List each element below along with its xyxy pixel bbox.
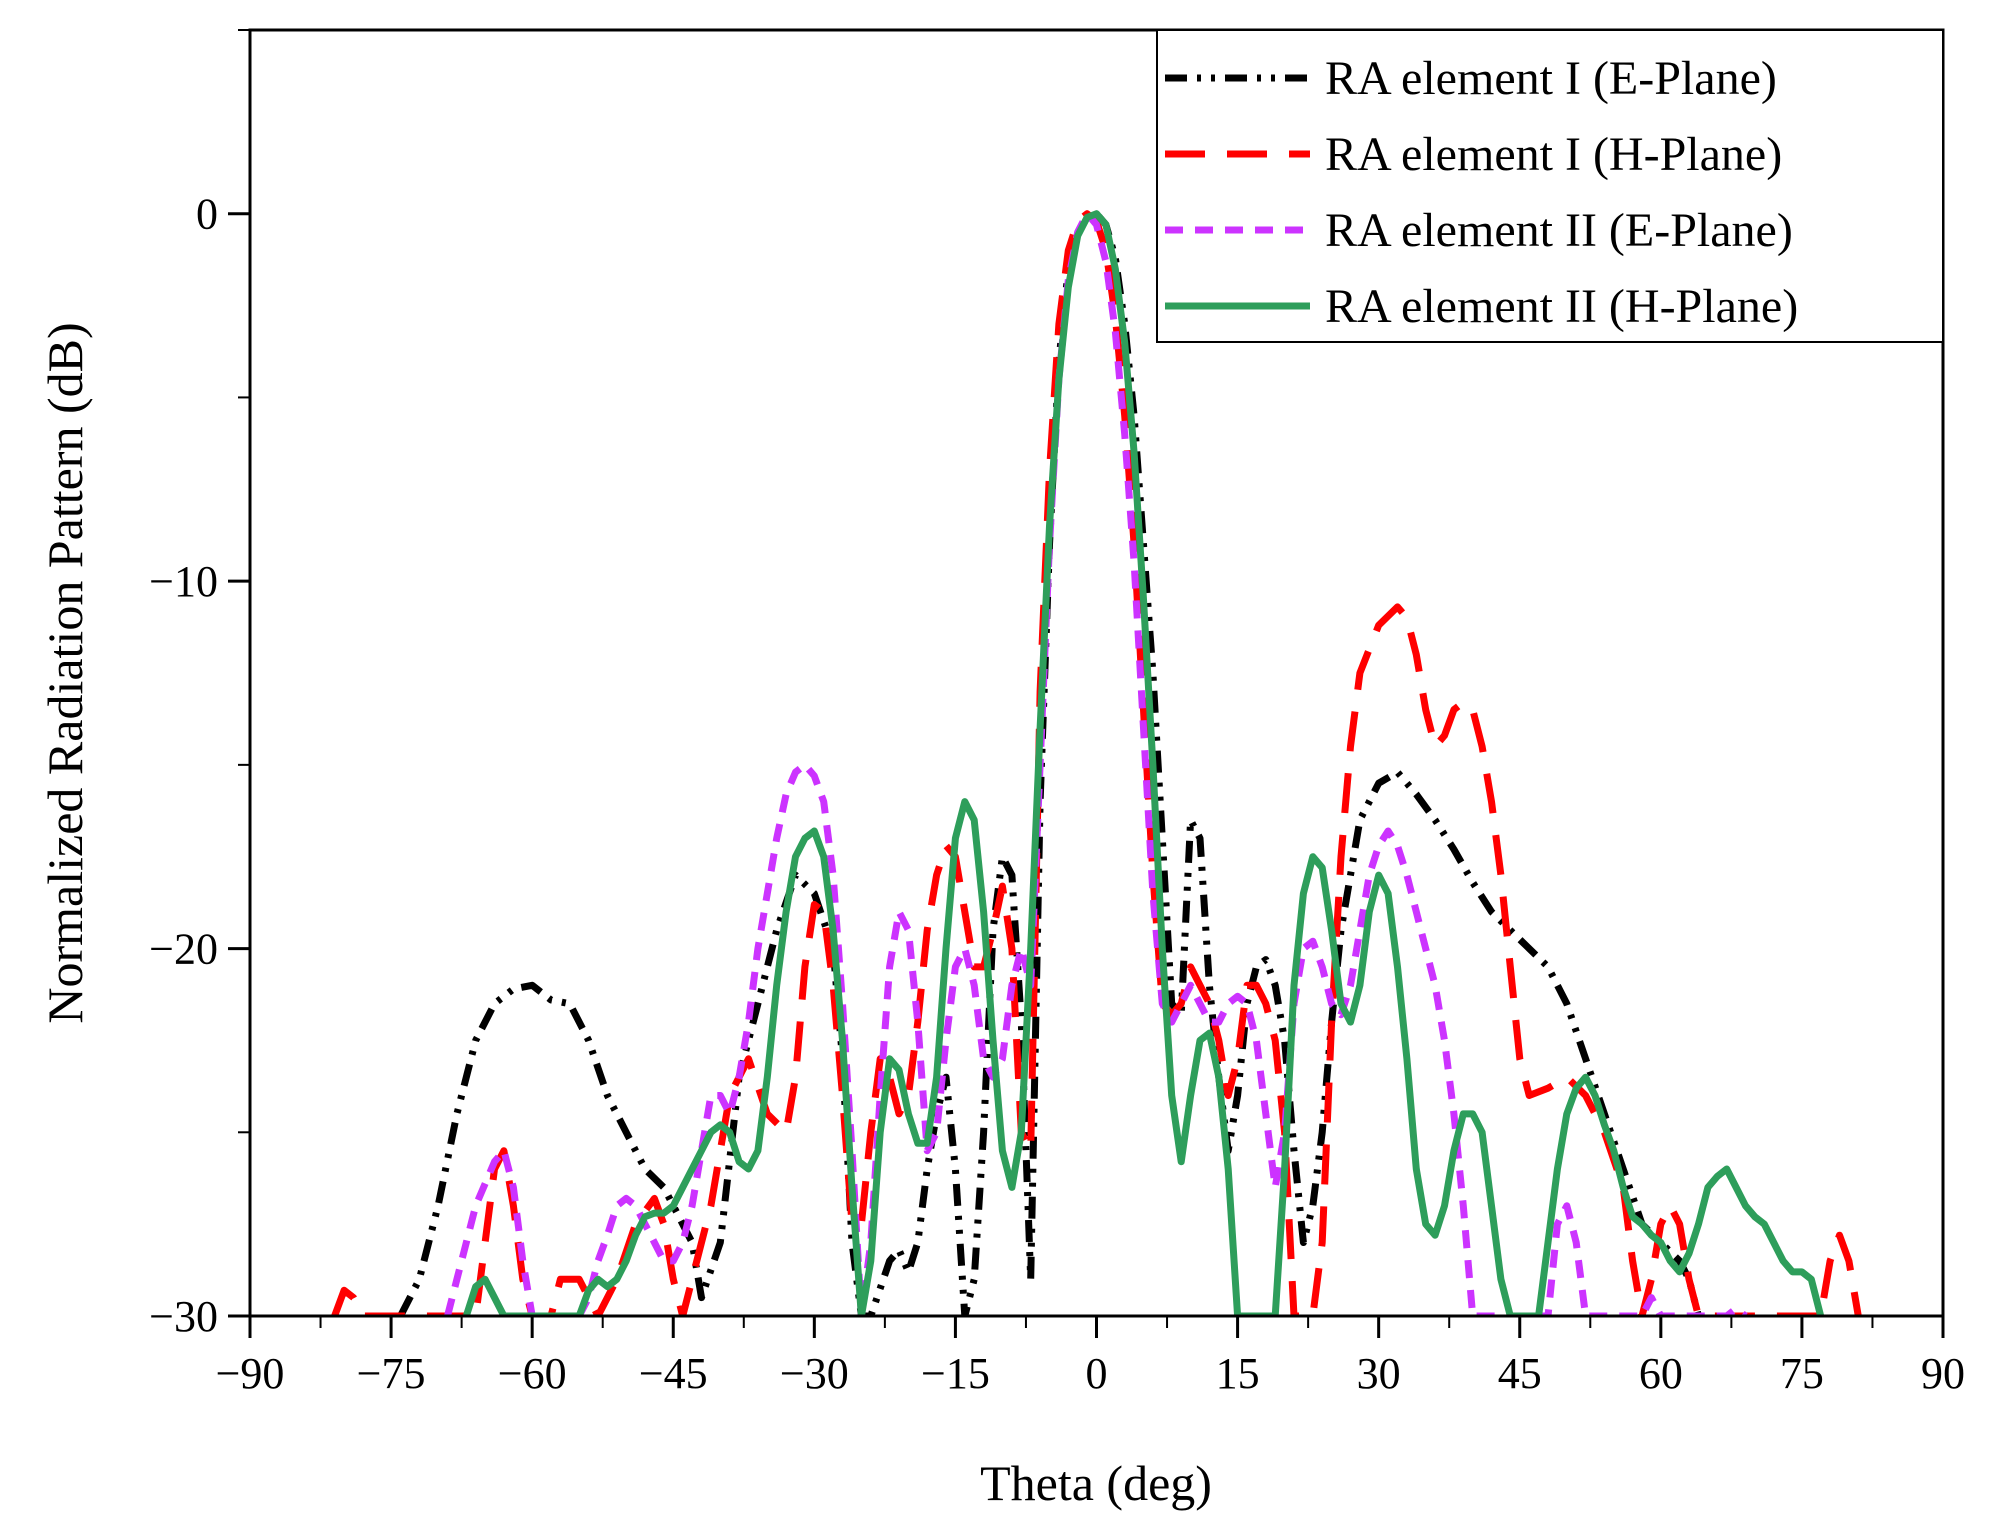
- x-tick-label: 60: [1639, 1349, 1683, 1398]
- series-line-1: [397, 210, 1702, 1316]
- x-tick-label: −30: [780, 1349, 849, 1398]
- x-tick-label: −90: [216, 1349, 285, 1398]
- x-axis-title: Theta (deg): [980, 1455, 1212, 1511]
- legend-label-3: RA element II (E-Plane): [1325, 204, 1793, 257]
- legend-label-1: RA element I (E-Plane): [1325, 52, 1777, 105]
- x-tick-label: −75: [357, 1349, 426, 1398]
- legend-label-4: RA element II (H-Plane): [1325, 280, 1798, 333]
- series-line-4: [462, 210, 1825, 1316]
- legend-label-2: RA element I (H-Plane): [1325, 128, 1782, 181]
- x-tick-label: 30: [1357, 1349, 1401, 1398]
- series-layer: [331, 210, 1862, 1316]
- x-tick-label: −45: [639, 1349, 708, 1398]
- x-tick-label: 0: [1086, 1349, 1108, 1398]
- x-tick-label: 15: [1216, 1349, 1260, 1398]
- y-tick-label: −30: [149, 1292, 218, 1341]
- series-line-3: [444, 210, 1748, 1316]
- y-tick-label: −20: [149, 925, 218, 974]
- x-tick-label: 90: [1921, 1349, 1965, 1398]
- x-tick-label: 75: [1780, 1349, 1824, 1398]
- legend: RA element I (E-Plane) RA element I (H-Pl…: [1156, 29, 1944, 343]
- y-axis-title: Normalized Radiation Pattern (dB): [37, 322, 93, 1023]
- legend-box: [1156, 29, 1944, 343]
- x-tick-label: −15: [921, 1349, 990, 1398]
- y-tick-label: 0: [196, 190, 218, 239]
- y-tick-label: −10: [149, 557, 218, 606]
- series-line-2: [331, 210, 1862, 1316]
- x-tick-label: −60: [498, 1349, 567, 1398]
- axes-layer: −90 −75 −60 −45 −30 −15 0 15 30 45 60 75 90 −30 −20 −10…: [149, 29, 1965, 1398]
- x-tick-label: 45: [1498, 1349, 1542, 1398]
